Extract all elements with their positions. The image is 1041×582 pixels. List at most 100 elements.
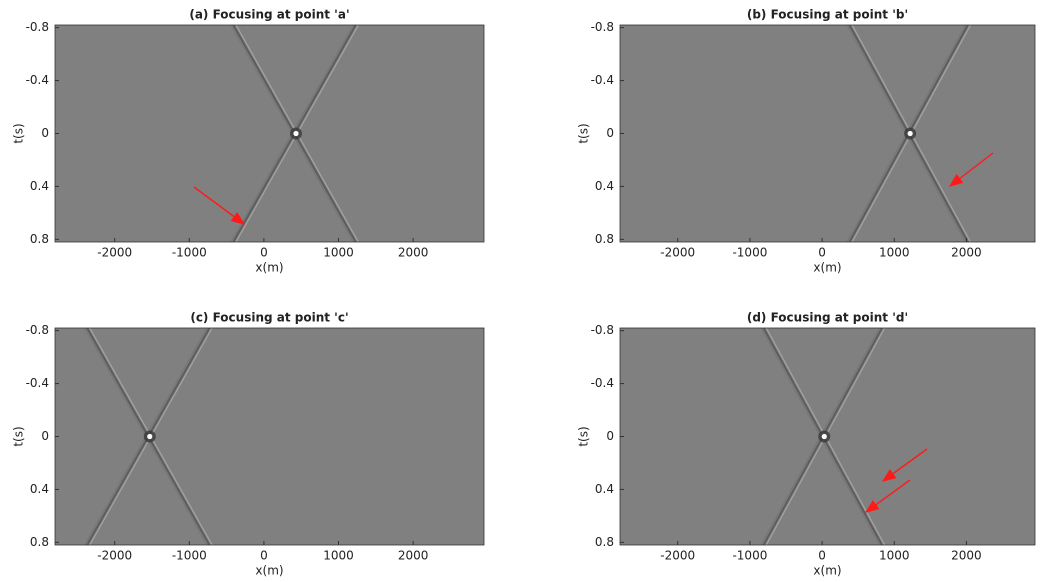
wavefront xyxy=(232,25,296,134)
x-tick-label: -1000 xyxy=(172,549,207,563)
wavefront xyxy=(824,436,886,545)
annotation-arrow xyxy=(881,448,928,482)
focus-point xyxy=(907,130,913,137)
wavefront xyxy=(145,328,208,437)
y-tick-label: 0 xyxy=(41,126,49,140)
x-tick-label: 1000 xyxy=(879,549,910,563)
wavefront xyxy=(230,133,293,242)
image-background xyxy=(55,328,484,545)
x-tick-label: -1000 xyxy=(172,246,207,260)
wavefront xyxy=(760,328,821,437)
wavefront xyxy=(905,133,966,242)
x-tick-label: -2000 xyxy=(660,549,695,563)
image-content xyxy=(83,328,213,545)
wavefront xyxy=(150,436,213,545)
wavefront xyxy=(848,25,910,134)
wavefront xyxy=(291,25,354,134)
wavefront xyxy=(765,328,826,437)
panel-title: (a) Focusing at point 'a' xyxy=(189,8,349,22)
wavefront xyxy=(907,133,969,242)
y-tick-label: 0 xyxy=(606,429,614,443)
y-axis-label: t(s) xyxy=(577,426,591,446)
y-tick-label: -0.8 xyxy=(591,323,614,337)
wavefront xyxy=(230,25,293,134)
wavefront xyxy=(147,328,211,437)
wavefront xyxy=(848,133,910,242)
panel-title: (d) Focusing at point 'd' xyxy=(747,311,908,325)
y-tick-label: -0.4 xyxy=(26,376,49,390)
panel: -2000 -1000 0 1000 2000 -0.8 -0.4 0 0.4 0.8 (a) Fo… xyxy=(12,8,485,275)
y-tick-label: -0.8 xyxy=(26,20,49,34)
x-axis-label: x(m) xyxy=(255,261,283,275)
wavefront xyxy=(760,436,821,545)
image-background xyxy=(620,25,1035,242)
y-tick-label: -0.8 xyxy=(26,323,49,337)
y-tick-label: -0.4 xyxy=(591,73,614,87)
y-axis-label: t(s) xyxy=(577,123,591,143)
x-tick-label: 0 xyxy=(260,246,268,260)
x-tick-label: 1000 xyxy=(323,549,354,563)
y-tick-label: -0.8 xyxy=(591,20,614,34)
annotation-arrow xyxy=(948,152,994,187)
focus-point xyxy=(821,433,827,440)
wavefront xyxy=(232,133,296,242)
wavefront xyxy=(85,436,150,545)
wavefront xyxy=(905,25,966,134)
wavefront xyxy=(819,328,881,437)
wavefront xyxy=(819,436,881,545)
wavefront xyxy=(150,328,213,437)
wavefront xyxy=(235,133,298,242)
wavefront xyxy=(89,328,152,437)
wavefront xyxy=(291,133,354,242)
x-tick-label: 2000 xyxy=(398,549,429,563)
wavefront xyxy=(910,133,972,242)
wavefront xyxy=(846,133,907,242)
focus-point xyxy=(147,433,153,440)
panel-title: (c) Focusing at point 'c' xyxy=(190,311,348,325)
wavefront xyxy=(85,328,150,437)
y-tick-label: 0.8 xyxy=(30,535,49,549)
x-axis-label: x(m) xyxy=(813,564,841,578)
y-tick-label: 0.8 xyxy=(595,232,614,246)
x-tick-label: 1000 xyxy=(323,246,354,260)
image-content xyxy=(230,25,360,242)
y-tick-label: 0.8 xyxy=(30,232,49,246)
wavefront xyxy=(83,328,147,437)
wavefront xyxy=(765,436,826,545)
y-tick-label: -0.4 xyxy=(26,73,49,87)
y-tick-label: -0.4 xyxy=(591,376,614,390)
image-background xyxy=(55,25,484,242)
x-tick-label: 1000 xyxy=(879,246,910,260)
wavefront xyxy=(907,25,969,134)
x-tick-label: -1000 xyxy=(732,246,767,260)
x-tick-label: -2000 xyxy=(97,549,132,563)
y-tick-label: 0.4 xyxy=(30,179,49,193)
wavefront xyxy=(296,25,360,134)
wavefront xyxy=(910,25,972,134)
y-tick-label: 0 xyxy=(41,429,49,443)
image-content xyxy=(846,25,972,242)
x-tick-label: 0 xyxy=(818,549,826,563)
wavefront xyxy=(821,328,884,437)
wavefront xyxy=(89,436,152,545)
x-tick-label: 0 xyxy=(818,246,826,260)
y-axis-label: t(s) xyxy=(12,426,26,446)
wavefront xyxy=(83,436,147,545)
panel: -2000 -1000 0 1000 2000 -0.8 -0.4 0 0.4 0.8 (b) Fo… xyxy=(577,8,1036,275)
x-axis-label: x(m) xyxy=(255,564,283,578)
wavefront xyxy=(851,25,912,134)
image-content xyxy=(760,328,886,545)
wavefront xyxy=(296,133,360,242)
annotation-arrow xyxy=(193,186,246,225)
y-tick-label: 0.4 xyxy=(595,482,614,496)
x-tick-label: -2000 xyxy=(660,246,695,260)
y-tick-label: 0 xyxy=(606,126,614,140)
wavefront xyxy=(762,328,824,437)
x-tick-label: -1000 xyxy=(732,549,767,563)
wavefront xyxy=(147,436,211,545)
wavefront xyxy=(293,133,357,242)
x-axis-label: x(m) xyxy=(813,261,841,275)
wavefront xyxy=(293,25,357,134)
wavefront xyxy=(824,328,886,437)
